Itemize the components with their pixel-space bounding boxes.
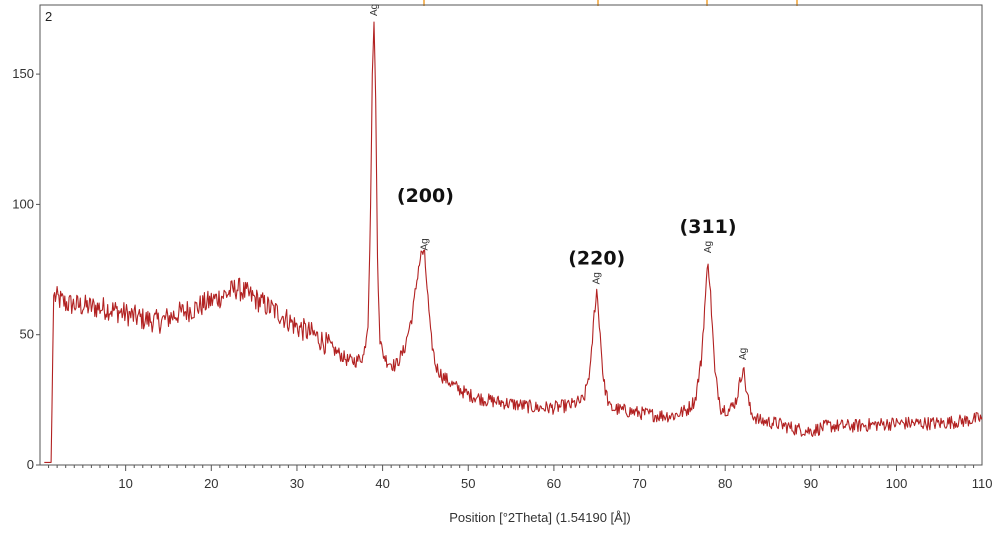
- x-axis: 10 20 30 40 50 60 70 80 90 100 110: [48, 465, 993, 491]
- y-tick-label: 50: [20, 327, 34, 342]
- panel-label: 2: [45, 9, 52, 24]
- y-tick-label: 150: [12, 66, 34, 81]
- y-tick-label: 100: [12, 196, 34, 211]
- y-axis: 0 50 100 150: [12, 66, 40, 472]
- x-tick-label: 50: [461, 476, 475, 491]
- x-tick-label: 10: [118, 476, 132, 491]
- series-layer: [44, 21, 983, 463]
- peak-tag: Ag: [703, 241, 714, 253]
- hkl-annotations: (200) (220) (311): [397, 185, 737, 270]
- hkl-label: (200): [397, 185, 454, 207]
- peak-tags: Ag Ag Ag Ag Ag: [369, 4, 749, 360]
- x-tick-label: 40: [375, 476, 389, 491]
- x-tick-label: 100: [886, 476, 908, 491]
- peak-tag: Ag: [420, 238, 431, 250]
- diffraction-series-line: [44, 21, 983, 463]
- x-tick-label: 70: [632, 476, 646, 491]
- hkl-label: (311): [680, 216, 737, 238]
- x-tick-label: 80: [718, 476, 732, 491]
- x-tick-label: 90: [804, 476, 818, 491]
- hkl-label: (220): [568, 247, 625, 269]
- x-tick-label: 110: [972, 476, 993, 491]
- x-tick-label: 30: [290, 476, 304, 491]
- x-axis-title: Position [°2Theta] (1.54190 [Å]): [449, 510, 631, 525]
- y-tick-label: 0: [27, 457, 34, 472]
- x-tick-label: 20: [204, 476, 218, 491]
- peak-tag: Ag: [592, 272, 603, 284]
- x-tick-label: 60: [547, 476, 561, 491]
- peak-tag: Ag: [369, 4, 380, 16]
- peak-tag: Ag: [738, 348, 749, 360]
